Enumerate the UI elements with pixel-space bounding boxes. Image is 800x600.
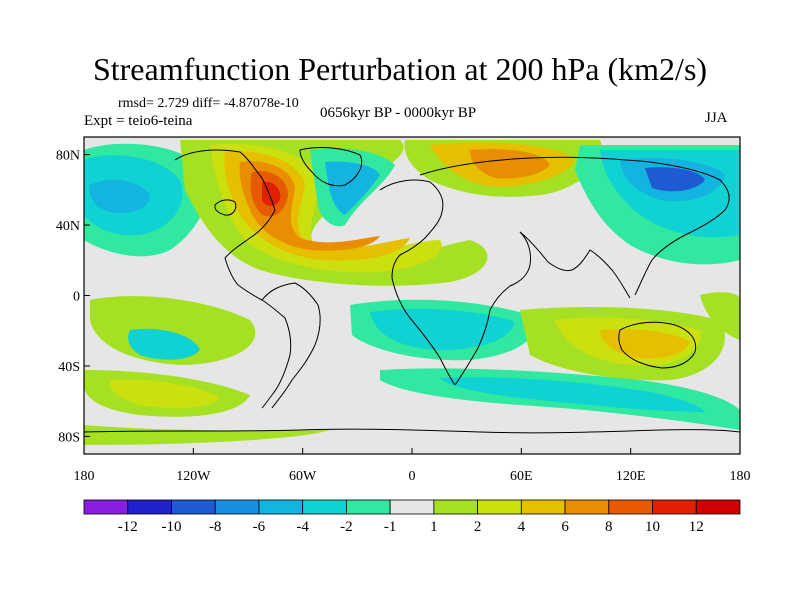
south-asia-coast — [519, 231, 631, 299]
x-tick-label: 0 — [409, 469, 416, 484]
australia-coast — [618, 321, 697, 369]
colorbar-swatch — [302, 499, 347, 515]
east-africa-coast — [454, 231, 531, 386]
y-tick-label: 80S — [58, 430, 80, 445]
y-tick-label: 0 — [73, 290, 80, 305]
north-pacific-low-core — [89, 179, 150, 213]
colorbar-label: 2 — [473, 519, 482, 535]
colorbar-swatch — [83, 499, 129, 515]
south-pacific-high — [90, 296, 256, 365]
coastlines — [84, 147, 740, 434]
south-atlantic-low-core — [370, 308, 515, 350]
east-asia-low-peak — [645, 167, 705, 192]
colorbar-swatch — [695, 499, 741, 515]
colorbar-label: 1 — [430, 519, 438, 535]
americas-coast — [174, 149, 292, 409]
colorbar-label: -12 — [117, 519, 138, 535]
colorbar-label: -10 — [161, 519, 182, 535]
colorbar-swatch — [477, 499, 522, 515]
colorbar-label: 8 — [605, 519, 613, 535]
x-tick-label: 180 — [730, 469, 751, 484]
y-tick-label: 40S — [58, 360, 80, 375]
colorbar-label: 4 — [517, 519, 526, 535]
map-title: Streamfunction Perturbation at 200 hPa (… — [92, 51, 708, 87]
south-pacific-low — [128, 328, 200, 360]
colorbar-swatch — [389, 499, 435, 515]
greenland-coast — [299, 147, 363, 187]
x-axis: 180 120W 60W 0 60E 120E 180 — [74, 448, 751, 484]
anomaly-fills — [84, 140, 740, 445]
colorbar-swatch — [520, 499, 566, 515]
experiment-label: Expt = teio6-teina — [84, 113, 193, 129]
east-pacific-high — [700, 292, 740, 340]
period-label: 0656kyr BP - 0000kyr BP — [320, 105, 477, 121]
colorbar — [83, 499, 741, 515]
south-america-coast — [261, 282, 321, 409]
x-tick-label: 60W — [289, 469, 317, 484]
x-tick-label: 60E — [510, 469, 533, 484]
colorbar-swatch — [652, 499, 697, 515]
x-tick-label: 120E — [616, 469, 646, 484]
colorbar-label: -8 — [208, 519, 222, 535]
colorbar-swatch — [433, 499, 479, 515]
asia-coast — [419, 156, 730, 296]
antarctica-coast — [84, 428, 740, 434]
colorbar-swatch — [345, 499, 391, 515]
eurasia-high-core — [470, 149, 550, 179]
colorbar-label: -1 — [383, 519, 397, 535]
x-tick-label: 180 — [74, 469, 95, 484]
colorbar-swatch — [214, 499, 260, 515]
colorbar-label: 10 — [645, 519, 661, 535]
colorbar-label: -2 — [340, 519, 353, 535]
great-lakes — [214, 199, 237, 216]
colorbar-swatch — [127, 499, 172, 515]
colorbar-label: -4 — [296, 519, 309, 535]
season-label: JJA — [705, 110, 728, 126]
colorbar-swatch — [258, 499, 304, 515]
x-tick-label: 120W — [176, 469, 211, 484]
colorbar-swatch — [171, 499, 216, 515]
colorbar-swatch — [564, 499, 610, 515]
antarctic-high — [84, 425, 330, 445]
field-layer — [84, 137, 740, 454]
y-axis: 80N 40N 0 40S 80S — [56, 149, 90, 445]
europe-africa-coast — [379, 179, 456, 386]
y-tick-label: 80N — [56, 149, 80, 164]
stats-label: rmsd= 2.729 diff= -4.87078e-10 — [118, 96, 299, 111]
greenland-low-core — [325, 161, 380, 215]
southern-high-west-core — [109, 379, 220, 409]
southern-ocean-low-core — [440, 377, 705, 412]
y-tick-label: 40N — [56, 219, 80, 234]
colorbar-label: 6 — [561, 519, 569, 535]
colorbar-label: -6 — [252, 519, 266, 535]
colorbar-swatch — [608, 499, 653, 515]
colorbar-label: 12 — [688, 519, 704, 535]
